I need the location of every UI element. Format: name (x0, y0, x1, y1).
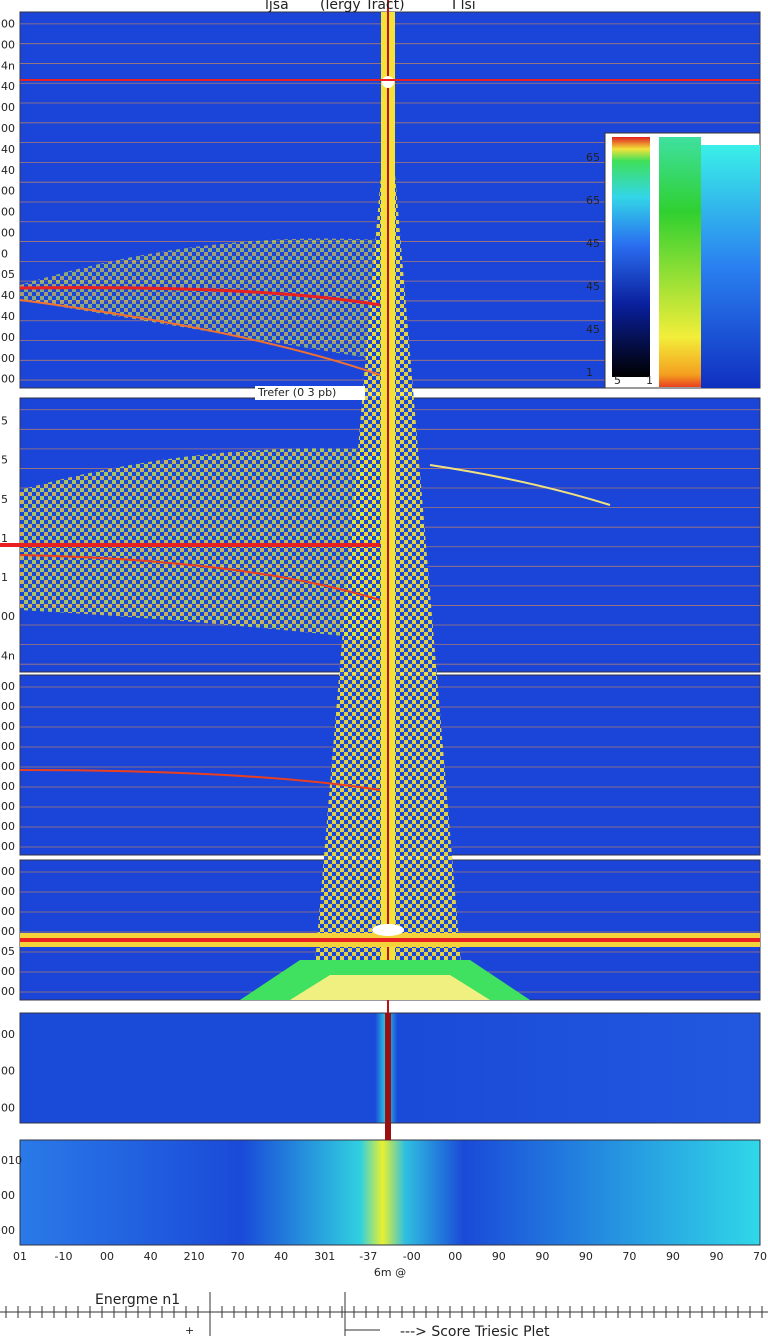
y-tick-label: 05 (1, 945, 15, 958)
y-tick-label: 1 (1, 571, 8, 584)
y-tick-label: 00 (1, 780, 15, 793)
x-tick-label: 90 (492, 1250, 506, 1263)
panel-title: Trefer (0 3 pb) (257, 386, 336, 399)
x-tick-label: -37 (359, 1250, 377, 1263)
panel (19, 1139, 761, 1246)
hotspot (372, 924, 404, 936)
y-tick-label: 00 (1, 38, 15, 51)
y-tick-label: 00 (1, 1224, 15, 1237)
y-tick-label: 00 (1, 331, 15, 344)
title: I lsi (452, 0, 476, 13)
curve (19, 299, 381, 376)
y-tick-label: 00 (1, 185, 15, 198)
x-tick-label: 70 (753, 1250, 767, 1263)
y-tick-label: 00 (1, 905, 15, 918)
hotspot (382, 76, 394, 88)
y-tick-label: 00 (1, 820, 15, 833)
x-tick-label: 90 (709, 1250, 723, 1263)
y-tick-label: 4n (1, 59, 15, 72)
y-tick-label: 00 (1, 965, 15, 978)
colorbar (659, 137, 701, 387)
y-tick-label: 00 (1, 700, 15, 713)
curve (429, 464, 611, 506)
y-tick-label: 40 (1, 289, 15, 302)
y-tick-label: 5 (1, 414, 8, 427)
y-tick-label: 00 (1, 985, 15, 998)
y-tick-label: 4n (1, 649, 15, 662)
y-tick-label: 010 (1, 1154, 22, 1167)
y-tick-label: 00 (1, 610, 15, 623)
x-tick-label: 301 (314, 1250, 335, 1263)
y-tick-label: 00 (1, 1101, 15, 1114)
colorbar-mark: 5 (614, 374, 621, 387)
colorbar-label: 1 (586, 366, 593, 379)
y-tick-label: 00 (1, 101, 15, 114)
y-tick-label: 00 (1, 740, 15, 753)
y-tick-label: 00 (1, 1189, 15, 1202)
colorbar-label: 45 (586, 323, 600, 336)
mound (290, 975, 490, 1000)
colorbar-label: 65 (586, 194, 600, 207)
y-tick-label: 40 (1, 164, 15, 177)
x-tick-label: 40 (274, 1250, 288, 1263)
x-tick-label: 00 (448, 1250, 462, 1263)
y-tick-label: 5 (1, 493, 8, 506)
y-tick-label: 00 (1, 352, 15, 365)
y-tick-label: 00 (1, 226, 15, 239)
colorbar-mark: 1 (646, 374, 653, 387)
x-tick-label: 70 (231, 1250, 245, 1263)
y-tick-label: 40 (1, 143, 15, 156)
x-tick-label: 90 (666, 1250, 680, 1263)
colorbar-label: 45 (586, 237, 600, 250)
x-tick-label: 90 (535, 1250, 549, 1263)
title-bg (255, 386, 365, 400)
x-tick-label: -00 (403, 1250, 421, 1263)
footer-marker: + (185, 1324, 194, 1337)
footer-right: ---> Score Triesic Plet (400, 1324, 550, 1340)
y-tick-label: 00 (1, 885, 15, 898)
column (385, 1013, 391, 1140)
y-tick-label: 05 (1, 268, 15, 281)
x-tick-label: 01 (13, 1250, 27, 1263)
colorbar (701, 145, 760, 388)
y-tick-label: 40 (1, 310, 15, 323)
y-tick-label: 00 (1, 122, 15, 135)
x-tick-label: 90 (579, 1250, 593, 1263)
x-axis-label: 6m @ (374, 1266, 406, 1279)
y-tick-label: 00 (1, 1065, 15, 1078)
y-tick-label: 40 (1, 80, 15, 93)
panels (0, 0, 761, 1246)
y-tick-label: 00 (1, 925, 15, 938)
title: ljsa (265, 0, 289, 13)
y-tick-label: 00 (1, 1028, 15, 1041)
y-tick-label: 1 (1, 532, 8, 545)
y-tick-label: 00 (1, 373, 15, 386)
y-tick-label: 00 (1, 680, 15, 693)
curve (19, 554, 381, 601)
y-tick-label: 00 (1, 840, 15, 853)
x-tick-label: 70 (622, 1250, 636, 1263)
x-tick-label: 40 (144, 1250, 158, 1263)
footer-left: Energme n1 (95, 1292, 180, 1308)
y-tick-label: 00 (1, 206, 15, 219)
curve (19, 769, 381, 791)
title: (lergy Tract) (320, 0, 405, 13)
y-tick-label: 5 (1, 454, 8, 467)
y-tick-label: 00 (1, 800, 15, 813)
x-tick-label: -10 (55, 1250, 73, 1263)
curve (19, 286, 381, 307)
x-tick-label: 00 (100, 1250, 114, 1263)
colorbar (612, 137, 650, 377)
y-tick-label: 00 (1, 865, 15, 878)
colorbar-label: 65 (586, 151, 600, 164)
y-tick-label: 00 (1, 18, 15, 31)
y-tick-label: 0 (1, 247, 8, 260)
x-tick-label: 210 (184, 1250, 205, 1263)
y-tick-label: 00 (1, 760, 15, 773)
y-tick-label: 00 (1, 720, 15, 733)
colorbar-label: 45 (586, 280, 600, 293)
fan-left (20, 238, 380, 360)
